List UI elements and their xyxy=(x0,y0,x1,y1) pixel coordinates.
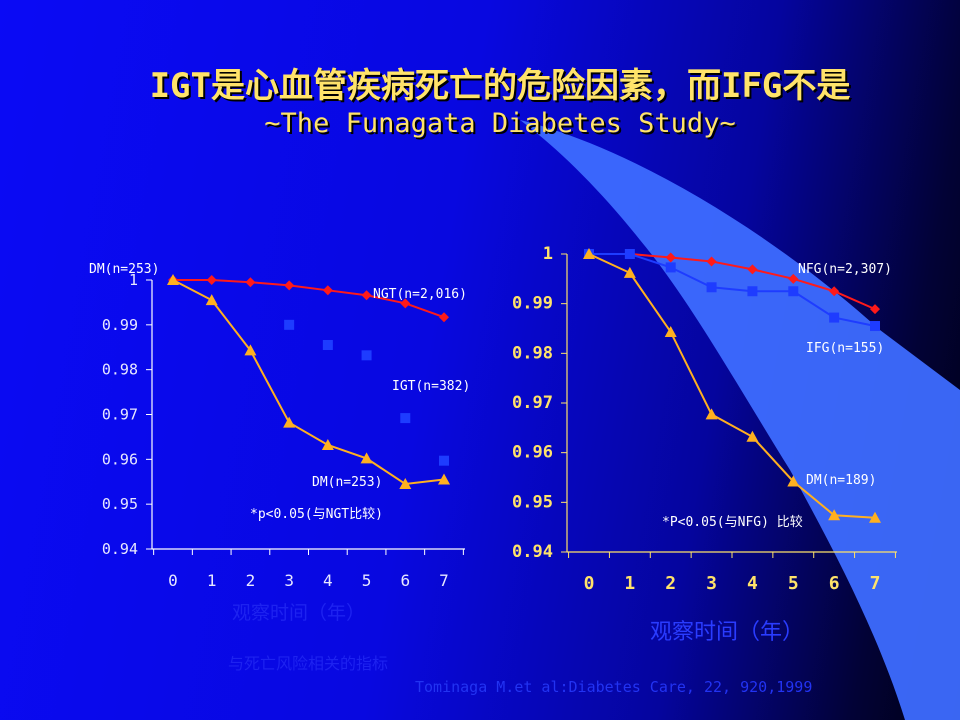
left-series-point-2 xyxy=(283,416,296,428)
right-xtick-label: 1 xyxy=(624,573,635,594)
right-annotation: IFG(n=155) xyxy=(806,341,884,356)
right-series-point-1 xyxy=(829,312,840,323)
right-series-point-2 xyxy=(787,475,800,487)
left-series-point-0 xyxy=(284,280,295,291)
left-series-point-1 xyxy=(284,319,295,330)
left-series-point-0 xyxy=(322,285,333,296)
right-series-point-0 xyxy=(665,252,676,263)
left-ytick-label: 0.98 xyxy=(102,361,138,379)
left-series-point-0 xyxy=(439,312,449,323)
left-ytick-label: 0.94 xyxy=(102,540,138,558)
right-series-point-1 xyxy=(788,286,799,297)
right-series-point-2 xyxy=(664,325,677,337)
slide-title: IGT是心血管疾病死亡的危险因素，而IFG不是 xyxy=(149,66,851,106)
left-xtick-label: 0 xyxy=(168,571,178,590)
right-series-point-2 xyxy=(583,248,595,259)
left-series-point-2 xyxy=(360,452,373,464)
left-series-point-0 xyxy=(400,298,411,309)
left-ytick-label: 0.96 xyxy=(102,450,138,468)
right-ytick-label: 0.98 xyxy=(512,343,553,363)
right-xtick-label: 7 xyxy=(870,573,881,594)
right-xtick-label: 2 xyxy=(665,573,676,594)
left-xtick-label: 2 xyxy=(246,571,256,590)
right-xtick-label: 3 xyxy=(706,573,717,594)
left-xtick-label: 7 xyxy=(439,571,449,590)
right-series-point-2 xyxy=(869,511,881,523)
right-ytick-label: 1 xyxy=(543,244,553,264)
right-series-point-0 xyxy=(870,304,880,315)
left-xtick-label: 4 xyxy=(323,571,333,590)
right-series-point-1 xyxy=(706,282,717,293)
sweep-shape xyxy=(520,120,960,720)
left-ytick-label: 1 xyxy=(129,271,138,289)
right-series-point-1 xyxy=(747,286,758,297)
left-annotation: DM(n=253) xyxy=(89,262,159,277)
left-series-point-2 xyxy=(438,473,450,485)
right-ytick-label: 0.99 xyxy=(512,294,553,314)
right-series-point-0 xyxy=(747,264,758,275)
right-ytick-label: 0.95 xyxy=(512,492,553,512)
left-series-point-0 xyxy=(245,277,256,288)
right-xtick-label: 5 xyxy=(788,573,799,594)
left-series-point-1 xyxy=(322,340,333,351)
left-xaxis-caption: 观察时间（年） xyxy=(232,602,366,624)
left-series-point-2 xyxy=(167,274,179,285)
left-annotation: IGT(n=382) xyxy=(392,379,470,394)
right-ytick-label: 0.94 xyxy=(512,542,553,562)
citation: Tominaga M.et al:Diabetes Care, 22, 920,… xyxy=(415,678,813,696)
left-series-point-0 xyxy=(361,290,372,301)
left-xtick-label: 6 xyxy=(400,571,410,590)
right-series-point-0 xyxy=(788,273,799,284)
left-series-point-1 xyxy=(361,350,372,361)
right-ytick-label: 0.97 xyxy=(512,393,553,413)
right-series-point-2 xyxy=(828,509,841,521)
right-xtick-label: 0 xyxy=(584,573,595,594)
right-series-point-2 xyxy=(705,408,718,420)
left-annotation: NGT(n=2,016) xyxy=(373,287,467,302)
left-series-line-2 xyxy=(172,279,445,486)
right-series-point-2 xyxy=(623,266,636,278)
right-xaxis-caption: 观察时间（年） xyxy=(650,620,805,645)
right-xtick-label: 6 xyxy=(829,573,840,594)
right-series-point-0 xyxy=(829,286,840,297)
left-ytick-label: 0.97 xyxy=(102,406,138,424)
left-caption-2: 与死亡风险相关的指标 xyxy=(228,654,389,673)
right-series-point-1 xyxy=(665,262,676,273)
left-annotation: DM(n=253) xyxy=(312,475,382,490)
left-xtick-label: 3 xyxy=(284,571,294,590)
left-series-point-1 xyxy=(439,455,449,466)
left-series-point-2 xyxy=(321,438,334,450)
right-series-line-2 xyxy=(588,253,876,519)
left-series-point-0 xyxy=(206,275,217,285)
right-series-point-1 xyxy=(870,321,880,332)
left-series-point-2 xyxy=(399,477,412,489)
left-annotation: *p<0.05(与NGT比较) xyxy=(250,507,383,522)
right-annotation: *P<0.05(与NFG) 比较 xyxy=(662,515,803,530)
right-annotation: NFG(n=2,307) xyxy=(798,262,892,277)
left-xtick-label: 5 xyxy=(362,571,372,590)
right-series-line-1 xyxy=(589,253,876,327)
left-series-point-1 xyxy=(400,413,411,424)
left-ytick-label: 0.99 xyxy=(102,316,138,334)
slide-subtitle: ~The Funagata Diabetes Study~ xyxy=(264,108,736,139)
left-series-point-2 xyxy=(244,344,257,356)
right-ytick-label: 0.96 xyxy=(512,443,553,463)
left-series-point-2 xyxy=(205,294,218,306)
left-xtick-label: 1 xyxy=(207,571,217,590)
left-ytick-label: 0.95 xyxy=(102,495,138,513)
right-series-point-0 xyxy=(706,256,717,267)
right-xtick-label: 4 xyxy=(747,573,758,594)
right-series-point-1 xyxy=(624,249,635,259)
right-series-point-2 xyxy=(746,430,759,442)
right-annotation: DM(n=189) xyxy=(806,473,876,488)
right-series-line-0 xyxy=(589,253,876,311)
left-series-line-0 xyxy=(173,279,445,319)
